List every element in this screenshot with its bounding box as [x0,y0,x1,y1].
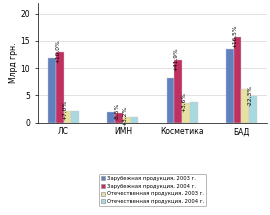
Bar [48,58,56,123]
Text: +7,0%: +7,0% [62,100,68,120]
Y-axis label: Млрд грн.: Млрд грн. [9,42,18,83]
Bar [182,103,190,123]
Text: +41,9%: +41,9% [173,47,178,71]
Bar [123,117,131,123]
Text: -22,3%: -22,3% [248,85,253,106]
Text: +3,6%: +3,6% [181,92,186,112]
Bar [241,89,249,123]
Text: +3,2%: +3,2% [122,106,127,126]
Bar [234,37,241,123]
Bar [71,111,79,123]
Text: +10,0%: +10,0% [55,39,60,63]
Text: +16,5%: +16,5% [232,24,238,48]
Bar [64,111,71,123]
Bar [167,78,174,123]
Bar [56,52,64,123]
Bar [226,49,234,123]
Bar [131,117,138,123]
Bar [190,102,198,123]
Legend: Зарубежная продукция, 2003 г., Зарубежная продукция, 2004 г., Отечественная прод: Зарубежная продукция, 2003 г., Зарубежна… [99,174,206,206]
Bar [115,113,123,123]
Bar [249,96,257,123]
Text: -8,5%: -8,5% [114,103,119,120]
Bar [174,60,182,123]
Bar [107,112,115,123]
